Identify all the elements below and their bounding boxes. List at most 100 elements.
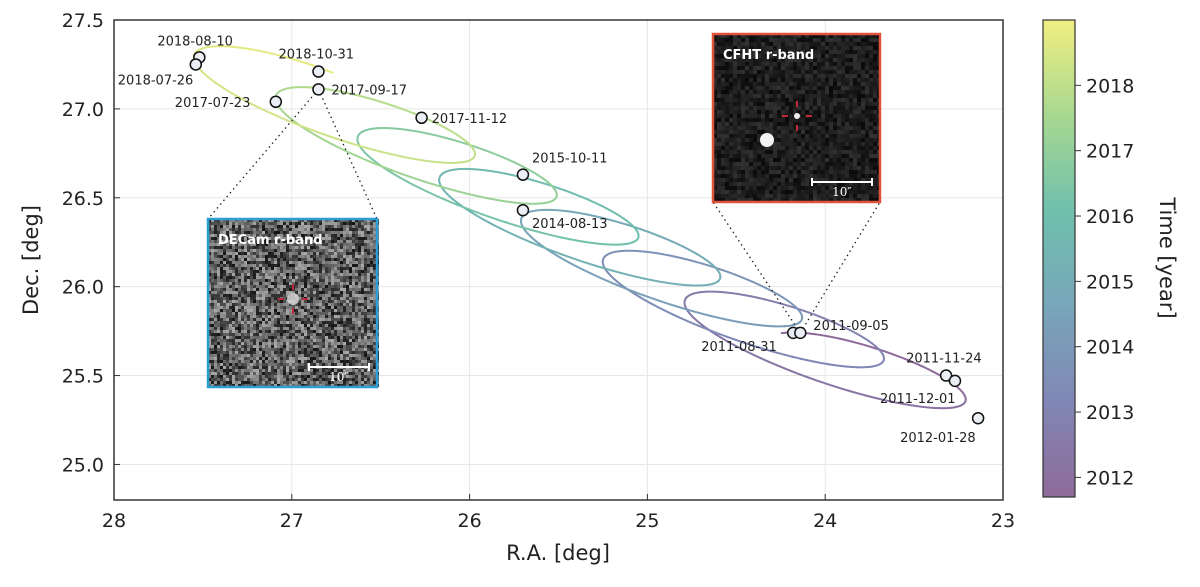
noise-pixel [367, 279, 370, 282]
noise-pixel [217, 270, 220, 273]
noise-pixel [211, 279, 214, 282]
noise-pixel [292, 258, 295, 261]
noise-pixel [301, 369, 304, 372]
track-segment [853, 342, 860, 344]
noise-pixel [869, 82, 873, 86]
noise-pixel [226, 381, 229, 384]
track-segment [408, 111, 414, 113]
noise-pixel [352, 381, 355, 384]
noise-pixel [253, 339, 256, 342]
noise-pixel [289, 369, 292, 372]
noise-pixel [845, 106, 849, 110]
noise-pixel [761, 42, 765, 46]
noise-pixel [833, 78, 837, 82]
noise-pixel [358, 237, 361, 240]
noise-pixel [331, 363, 334, 366]
noise-pixel [367, 360, 370, 363]
noise-pixel [217, 255, 220, 258]
noise-pixel [217, 363, 220, 366]
noise-pixel [349, 276, 352, 279]
noise-pixel [223, 285, 226, 288]
noise-pixel [325, 309, 328, 312]
noise-pixel [367, 330, 370, 333]
track-segment [653, 234, 659, 236]
noise-pixel [217, 333, 220, 336]
noise-pixel [825, 114, 829, 118]
track-segment [326, 135, 334, 138]
noise-pixel [364, 291, 367, 294]
noise-pixel [845, 86, 849, 90]
noise-pixel [250, 309, 253, 312]
noise-pixel [295, 342, 298, 345]
noise-pixel [328, 237, 331, 240]
noise-pixel [349, 315, 352, 318]
noise-pixel [313, 264, 316, 267]
noise-pixel [262, 333, 265, 336]
noise-pixel [737, 114, 741, 118]
noise-pixel [725, 74, 729, 78]
noise-pixel [343, 258, 346, 261]
noise-pixel [325, 297, 328, 300]
noise-pixel [328, 225, 331, 228]
noise-pixel [352, 342, 355, 345]
noise-pixel [238, 306, 241, 309]
noise-pixel [361, 273, 364, 276]
noise-pixel [238, 249, 241, 252]
noise-pixel [247, 363, 250, 366]
noise-pixel [295, 369, 298, 372]
noise-pixel [334, 357, 337, 360]
noise-pixel [247, 306, 250, 309]
noise-pixel [373, 270, 376, 273]
noise-pixel [869, 102, 873, 106]
noise-pixel [310, 369, 313, 372]
noise-pixel [232, 267, 235, 270]
noise-pixel [310, 339, 313, 342]
track-segment [640, 297, 646, 300]
noise-pixel [214, 306, 217, 309]
noise-pixel [280, 318, 283, 321]
noise-pixel [340, 237, 343, 240]
noise-pixel [223, 378, 226, 381]
noise-pixel [853, 114, 857, 118]
noise-pixel [307, 327, 310, 330]
noise-pixel [355, 282, 358, 285]
noise-pixel [358, 285, 361, 288]
noise-pixel [286, 285, 289, 288]
noise-pixel [829, 86, 833, 90]
noise-pixel [298, 255, 301, 258]
noise-pixel [370, 237, 373, 240]
noise-pixel [283, 315, 286, 318]
noise-pixel [331, 249, 334, 252]
noise-pixel [331, 360, 334, 363]
noise-pixel [370, 351, 373, 354]
noise-pixel [741, 114, 745, 118]
noise-pixel [301, 225, 304, 228]
noise-pixel [286, 279, 289, 282]
noise-pixel [265, 258, 268, 261]
noise-pixel [226, 360, 229, 363]
noise-pixel [298, 357, 301, 360]
noise-pixel [226, 228, 229, 231]
noise-pixel [256, 381, 259, 384]
track-segment [270, 113, 278, 116]
noise-pixel [845, 126, 849, 130]
noise-pixel [247, 264, 250, 267]
noise-pixel [809, 126, 813, 130]
noise-pixel [253, 330, 256, 333]
noise-pixel [757, 118, 761, 122]
noise-pixel [295, 321, 298, 324]
track-segment [696, 262, 703, 264]
noise-pixel [370, 231, 373, 234]
noise-pixel [857, 54, 861, 58]
noise-pixel [277, 318, 280, 321]
noise-pixel [256, 351, 259, 354]
noise-pixel [785, 38, 789, 42]
noise-pixel [343, 330, 346, 333]
noise-pixel [364, 234, 367, 237]
noise-pixel [319, 306, 322, 309]
noise-pixel [268, 315, 271, 318]
noise-pixel [277, 315, 280, 318]
noise-pixel [358, 240, 361, 243]
noise-pixel [274, 375, 277, 378]
